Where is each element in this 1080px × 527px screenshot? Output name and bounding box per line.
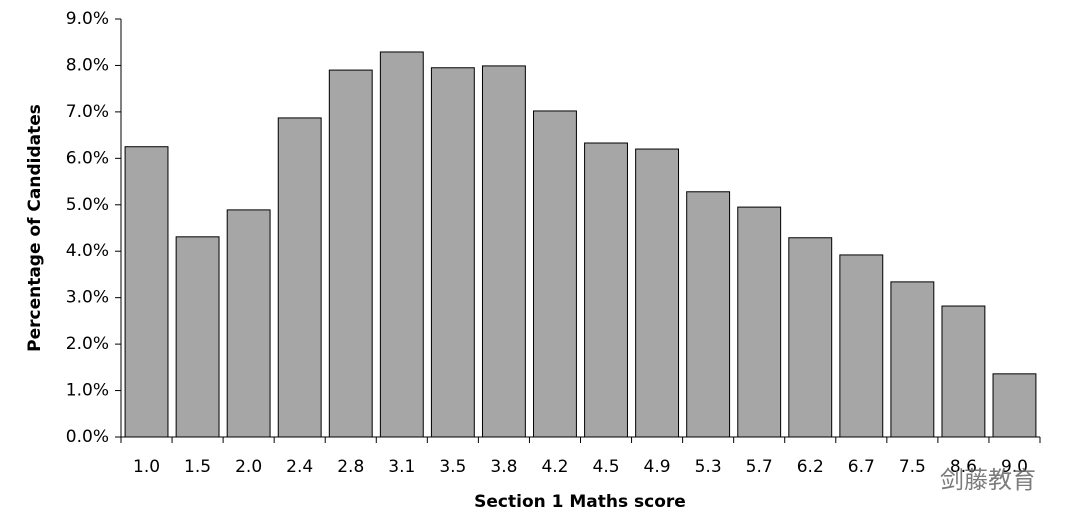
bar (379, 51, 424, 438)
y-tick-label: 5.0% (66, 195, 109, 215)
bar (686, 191, 731, 438)
x-tick-label: 3.1 (388, 457, 415, 477)
x-tick-label: 2.8 (337, 457, 364, 477)
x-tick-label: 5.7 (746, 457, 773, 477)
x-tick-label: 1.5 (184, 457, 211, 477)
bar (328, 69, 373, 438)
x-tick-label: 9.0 (1001, 457, 1028, 477)
y-tick-label: 1.0% (66, 381, 109, 401)
bar (175, 236, 220, 438)
y-tick-label: 9.0% (66, 9, 109, 29)
bar (635, 148, 680, 438)
x-tick-label: 2.0 (235, 457, 262, 477)
bar (839, 254, 884, 438)
y-axis-title: Percentage of Candidates (25, 104, 45, 352)
bar (890, 281, 935, 438)
bar (737, 206, 782, 438)
x-tick-label: 2.4 (286, 457, 313, 477)
x-tick-label: 4.2 (541, 457, 568, 477)
x-tick-label: 3.8 (490, 457, 517, 477)
x-tick-label: 8.6 (950, 457, 977, 477)
x-axis-title: Section 1 Maths score (474, 492, 686, 512)
y-tick-label: 8.0% (66, 55, 109, 75)
x-tick-label: 7.5 (899, 457, 926, 477)
watermark: 剑藤教育 (940, 466, 1036, 494)
y-tick-label: 4.0% (66, 241, 109, 261)
bar (481, 65, 526, 438)
bar (788, 237, 833, 438)
x-tick-label: 1.0 (133, 457, 160, 477)
bar (430, 67, 475, 438)
bar (992, 373, 1037, 438)
x-tick-label: 5.3 (695, 457, 722, 477)
x-tick-label: 4.5 (593, 457, 620, 477)
bar (226, 209, 271, 438)
bar (124, 146, 169, 438)
y-tick-label: 0.0% (66, 427, 109, 447)
x-tick-label: 3.5 (439, 457, 466, 477)
bar (533, 110, 577, 438)
y-tick-label: 7.0% (66, 102, 109, 122)
bar (584, 142, 628, 438)
bar (941, 305, 986, 438)
bar (277, 117, 322, 438)
x-tick-label: 6.2 (797, 457, 824, 477)
x-tick-label: 4.9 (644, 457, 671, 477)
y-tick-label: 6.0% (66, 148, 109, 168)
y-tick-label: 3.0% (66, 288, 109, 308)
x-tick-label: 6.7 (848, 457, 875, 477)
y-tick-label: 2.0% (66, 334, 109, 354)
